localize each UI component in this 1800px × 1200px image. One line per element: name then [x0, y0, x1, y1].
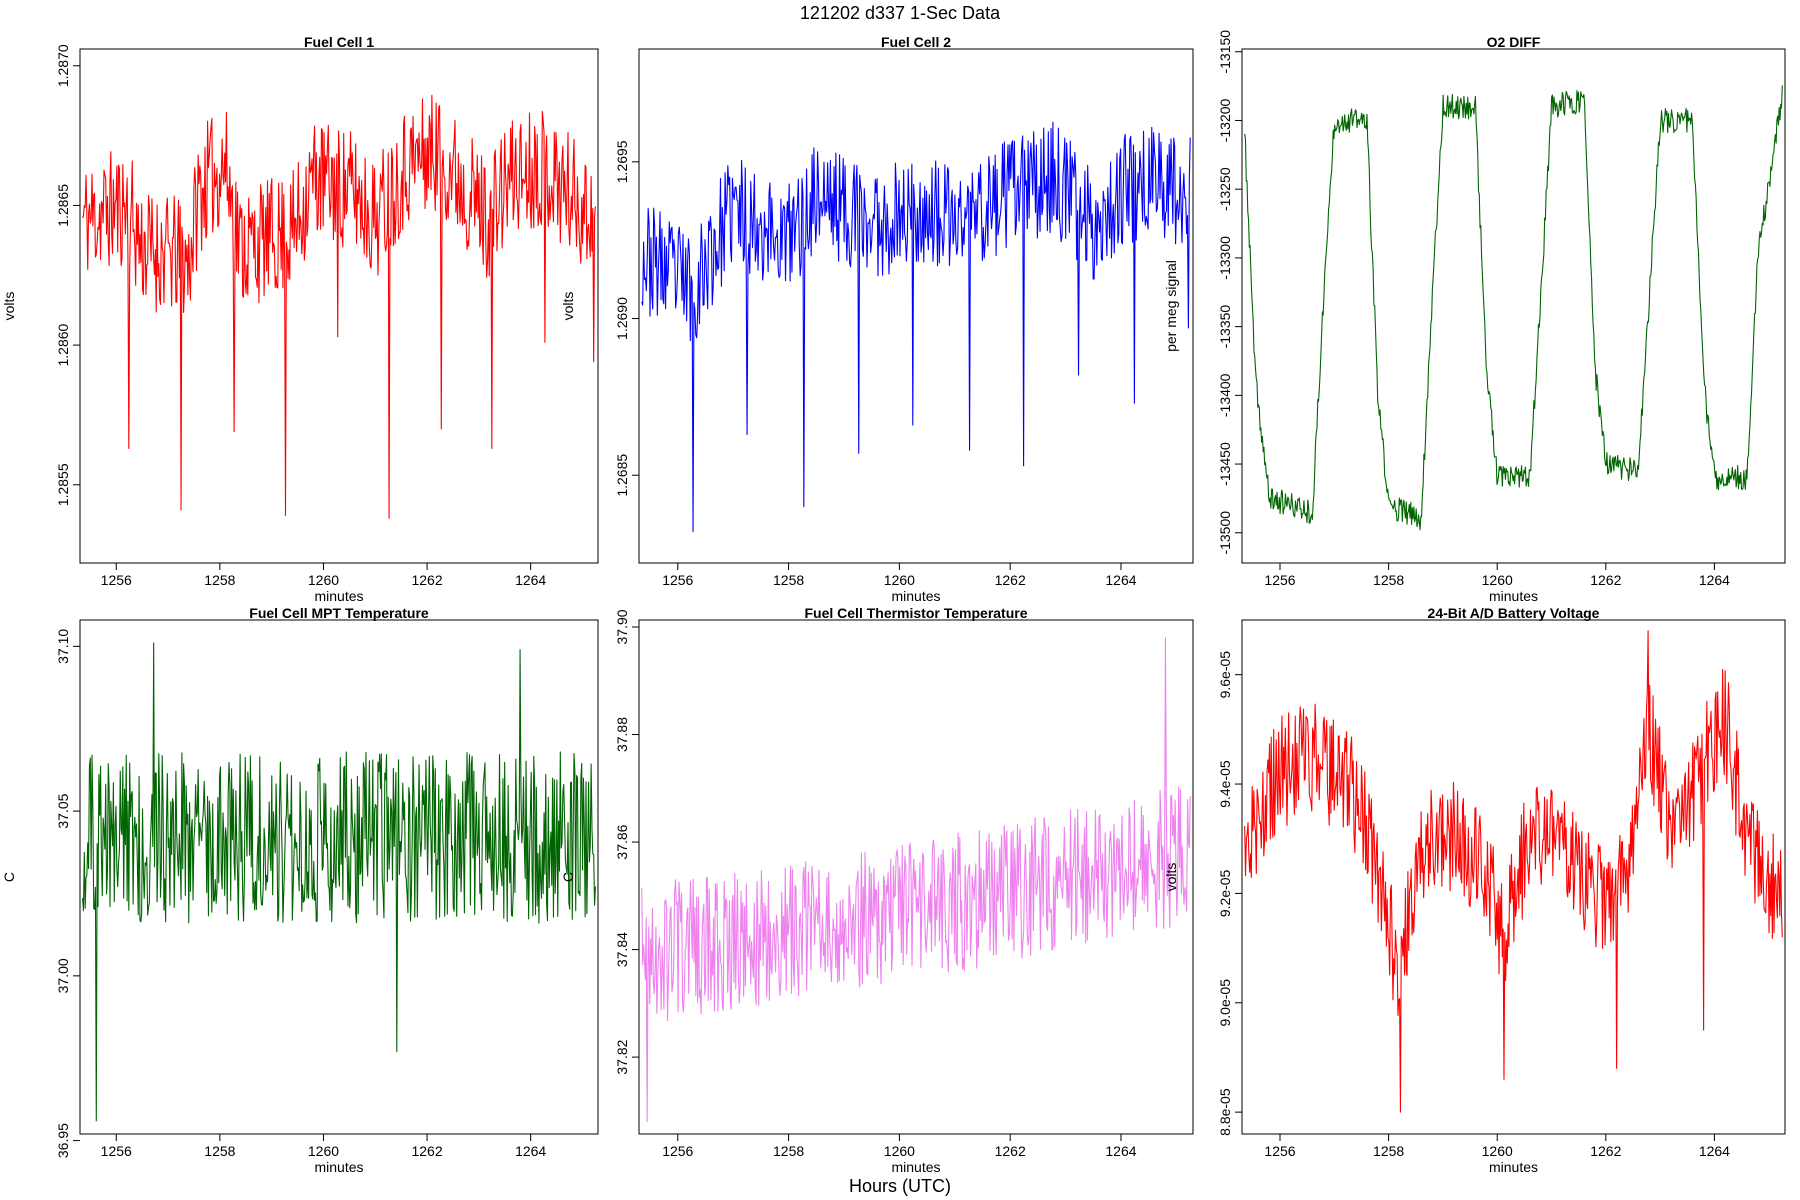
- chart-title: 24-Bit A/D Battery Voltage: [1428, 605, 1600, 621]
- x-tick-label: 1260: [1482, 572, 1513, 588]
- chart-panel-3: 1256 1258 1260 1262 1264 -13500 -13450 -13400 -1…: [1163, 30, 1786, 604]
- x-tick-label: 1262: [995, 1143, 1026, 1159]
- chart-panel-4: 1256 1258 1260 1262 1264 36.95 37.00 37.05 37.10…: [1, 605, 599, 1175]
- y-tick-label: 37.86: [614, 824, 630, 859]
- x-tick-label: 1256: [1264, 1143, 1295, 1159]
- y-axis-label: C: [1, 872, 17, 882]
- figure-footer-xlabel: Hours (UTC): [849, 1176, 951, 1196]
- chart-title: Fuel Cell 1: [304, 34, 374, 50]
- series-line-5-1: [641, 637, 1191, 1123]
- y-tick-label: 1.2860: [55, 323, 71, 366]
- x-tick-label: 1264: [1105, 1143, 1136, 1159]
- panels: 1256 1258 1260 1262 1264 1.2855 1.2860 1.2865 1.…: [1, 30, 1786, 1175]
- y-tick-label: 9.4e-05: [1217, 760, 1233, 808]
- x-tick-label: 1258: [1373, 572, 1404, 588]
- y-tick-label: 37.90: [614, 609, 630, 644]
- plot-frame: [638, 619, 1194, 1135]
- y-tick-label: 37.05: [55, 793, 71, 828]
- chart-title: Fuel Cell Thermistor Temperature: [804, 605, 1027, 621]
- y-tick-label: -13200: [1217, 98, 1233, 142]
- x-tick-label: 1256: [662, 1143, 693, 1159]
- x-axis-label: minutes: [1489, 1159, 1538, 1175]
- chart-title: O2 DIFF: [1487, 34, 1541, 50]
- x-tick-label: 1258: [773, 1143, 804, 1159]
- y-tick-label: -13250: [1217, 167, 1233, 211]
- x-tick-label: 1262: [411, 1143, 442, 1159]
- series-line-1-1: [82, 94, 596, 519]
- y-tick-label: 1.2690: [614, 297, 630, 340]
- plot-frame: [1241, 48, 1786, 564]
- y-tick-label: 8.8e-05: [1217, 1088, 1233, 1136]
- chart-panel-2: 1256 1258 1260 1262 1264 1.2685 1.2690 1.2695 Fu…: [560, 34, 1194, 604]
- x-tick-label: 1264: [515, 572, 546, 588]
- y-tick-label: 1.2695: [614, 140, 630, 183]
- y-tick-label: 9.2e-05: [1217, 869, 1233, 917]
- y-tick-label: 37.82: [614, 1039, 630, 1074]
- chart-panel-1: 1256 1258 1260 1262 1264 1.2855 1.2860 1.2865 1.…: [1, 34, 599, 604]
- series-line-3-1: [1244, 85, 1783, 531]
- x-tick-label: 1260: [308, 1143, 339, 1159]
- series-line-4-1: [82, 642, 596, 1122]
- y-tick-label: -13150: [1217, 30, 1233, 74]
- x-tick-label: 1264: [1105, 572, 1136, 588]
- x-axis-label: minutes: [891, 588, 940, 604]
- y-tick-label: 37.84: [614, 932, 630, 967]
- x-tick-label: 1262: [1590, 1143, 1621, 1159]
- plot-frame: [1241, 619, 1786, 1135]
- y-axis-label: C: [560, 872, 576, 882]
- x-axis-label: minutes: [314, 1159, 363, 1175]
- y-tick-label: 36.95: [55, 1123, 71, 1158]
- x-tick-label: 1264: [1699, 1143, 1730, 1159]
- y-tick-label: 37.10: [55, 629, 71, 664]
- x-tick-label: 1256: [101, 1143, 132, 1159]
- x-tick-label: 1260: [884, 1143, 915, 1159]
- y-tick-label: 1.2870: [55, 44, 71, 87]
- x-tick-label: 1256: [101, 572, 132, 588]
- chart-title: Fuel Cell MPT Temperature: [249, 605, 429, 621]
- x-tick-label: 1256: [1264, 572, 1295, 588]
- y-tick-label: -13500: [1217, 511, 1233, 555]
- y-tick-label: 9.0e-05: [1217, 979, 1233, 1027]
- x-tick-label: 1262: [1590, 572, 1621, 588]
- y-tick-label: 1.2685: [614, 454, 630, 497]
- plot-frame: [79, 619, 599, 1135]
- x-tick-label: 1258: [773, 572, 804, 588]
- chart-title: Fuel Cell 2: [881, 34, 951, 50]
- x-tick-label: 1260: [308, 572, 339, 588]
- x-tick-label: 1258: [1373, 1143, 1404, 1159]
- x-tick-label: 1264: [515, 1143, 546, 1159]
- series-line-2-1: [641, 121, 1191, 533]
- y-tick-label: 1.2855: [55, 463, 71, 506]
- x-tick-label: 1264: [1699, 572, 1730, 588]
- series-line-6-1: [1244, 630, 1783, 1113]
- x-tick-label: 1260: [884, 572, 915, 588]
- y-tick-label: -13400: [1217, 373, 1233, 417]
- x-tick-label: 1256: [662, 572, 693, 588]
- x-axis-label: minutes: [314, 588, 363, 604]
- y-axis-label: volts: [1, 292, 17, 321]
- x-tick-label: 1258: [204, 1143, 235, 1159]
- x-tick-label: 1262: [995, 572, 1026, 588]
- y-tick-label: 9.6e-05: [1217, 651, 1233, 699]
- y-axis-label: volts: [560, 292, 576, 321]
- y-tick-label: 37.00: [55, 958, 71, 993]
- plot-frame: [638, 48, 1194, 564]
- x-tick-label: 1258: [204, 572, 235, 588]
- plot-frame: [79, 48, 599, 564]
- y-axis-label: volts: [1163, 863, 1179, 892]
- chart-panel-5: 1256 1258 1260 1262 1264 37.82 37.84 37.86 37.88…: [560, 605, 1194, 1175]
- y-axis-label: per meg signal: [1163, 260, 1179, 352]
- y-tick-label: 37.88: [614, 717, 630, 752]
- chart-panel-6: 1256 1258 1260 1262 1264 8.8e-05 9.0e-05 9.2e-0…: [1163, 605, 1786, 1175]
- x-axis-label: minutes: [891, 1159, 940, 1175]
- y-tick-label: -13450: [1217, 442, 1233, 486]
- y-tick-label: -13300: [1217, 236, 1233, 280]
- figure-title: 121202 d337 1-Sec Data: [800, 3, 1001, 23]
- x-axis-label: minutes: [1489, 588, 1538, 604]
- x-tick-label: 1262: [411, 572, 442, 588]
- y-tick-label: -13350: [1217, 305, 1233, 349]
- x-tick-label: 1260: [1482, 1143, 1513, 1159]
- y-tick-label: 1.2865: [55, 184, 71, 227]
